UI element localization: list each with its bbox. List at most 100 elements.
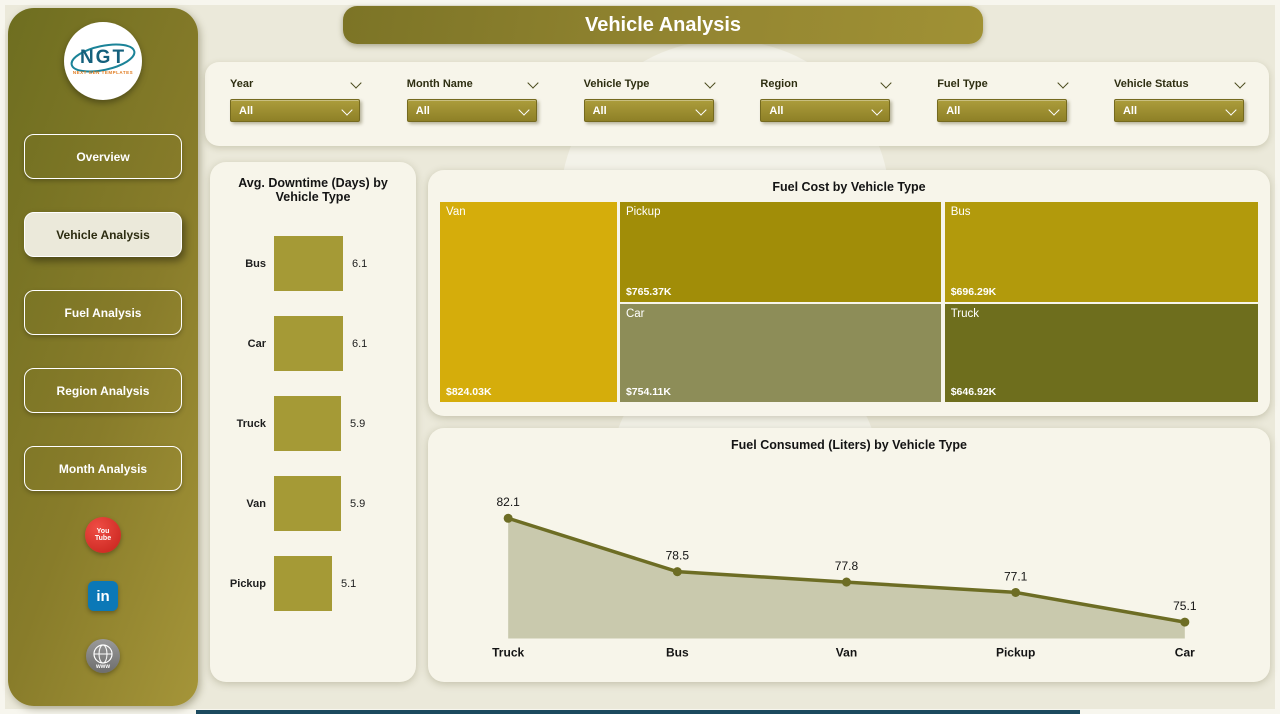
filter-region: Region All [760, 76, 893, 146]
bar-category-label: Pickup [229, 577, 266, 590]
x-axis-label: Van [836, 645, 857, 659]
page-title-banner: Vehicle Analysis [343, 6, 983, 44]
data-label: 77.8 [835, 559, 859, 573]
sidebar-item-fuel-analysis[interactable]: Fuel Analysis [24, 290, 182, 335]
chevron-down-icon [341, 103, 353, 116]
area-chart: 82.1 Truck 78.5 Bus 77.8 Van 77.1 Pickup 75.1 Car [438, 456, 1260, 663]
filter-year: Year All [230, 76, 362, 146]
linkedin-icon[interactable]: in [88, 581, 118, 611]
bar-category-label: Truck [236, 417, 266, 430]
bar-pickup[interactable] [274, 556, 332, 611]
bar-row: Car 6.1 [220, 316, 416, 371]
sidebar-nav: Overview Vehicle Analysis Fuel Analysis … [8, 134, 198, 491]
bar-value-label: 6.1 [352, 257, 368, 270]
filter-month-name-dropdown[interactable]: All [406, 99, 537, 122]
data-point-bus[interactable] [672, 567, 682, 577]
filter-vehicle-status-dropdown[interactable]: All [1113, 99, 1244, 122]
logo-swoosh-icon [70, 43, 136, 73]
chevron-down-icon[interactable] [880, 76, 893, 89]
svg-text:www: www [95, 664, 110, 670]
filter-fuel-type: Fuel Type All [937, 76, 1069, 146]
data-label: 82.1 [496, 495, 520, 509]
filter-region-dropdown[interactable]: All [760, 99, 891, 122]
filter-month-name: Month Name All [406, 76, 539, 146]
fuel-consumed-card: Fuel Consumed (Liters) by Vehicle Type 8… [428, 428, 1270, 682]
sidebar-item-vehicle-analysis[interactable]: Vehicle Analysis [24, 212, 182, 257]
chevron-down-icon[interactable] [350, 76, 362, 89]
chevron-down-icon[interactable] [1234, 76, 1246, 89]
bar-category-label: Van [246, 497, 266, 510]
data-label: 78.5 [666, 549, 690, 563]
treemap-label: Truck [950, 307, 980, 320]
logo-subtext: NEXT GEN TEMPLATES [72, 70, 134, 75]
treemap: Van $824.03K Pickup $765.37K Bus $696.29K Car $… [440, 202, 1258, 402]
sidebar-item-overview[interactable]: Overview [24, 134, 182, 179]
filter-vehicle-type-dropdown[interactable]: All [583, 99, 714, 122]
sidebar-item-month-analysis[interactable]: Month Analysis [24, 446, 182, 491]
filter-label: Vehicle Status [1113, 78, 1189, 90]
chevron-down-icon [1048, 103, 1060, 116]
bar-row: Truck 5.9 [220, 396, 416, 451]
youtube-label: You Tube [94, 528, 112, 542]
filter-label: Month Name [406, 78, 473, 90]
downtime-card: Avg. Downtime (Days) by Vehicle Type Bus… [210, 162, 416, 682]
treemap-cell-van[interactable]: Van $824.03K [440, 202, 617, 402]
area-chart-svg: 82.1 Truck 78.5 Bus 77.8 Van 77.1 Pickup 75.1 Car [492, 495, 1197, 659]
bar-bus[interactable] [274, 236, 343, 291]
treemap-value: $696.29K [950, 286, 997, 298]
filter-year-dropdown[interactable]: All [230, 99, 360, 122]
logo: NGT NEXT GEN TEMPLATES [64, 22, 142, 100]
chart-title: Avg. Downtime (Days) by Vehicle Type [238, 176, 388, 204]
chart-title: Fuel Consumed (Liters) by Vehicle Type [731, 438, 967, 452]
sidebar-item-region-analysis[interactable]: Region Analysis [24, 368, 182, 413]
chevron-down-icon [694, 103, 707, 116]
treemap-label: Van [446, 206, 466, 218]
data-point-pickup[interactable] [1011, 587, 1021, 597]
fuel-cost-card: Fuel Cost by Vehicle Type Van $824.03K Pic… [428, 170, 1270, 416]
chevron-down-icon [518, 103, 530, 116]
youtube-icon[interactable]: You Tube [85, 517, 121, 553]
area-fill [508, 518, 1185, 639]
data-point-car[interactable] [1180, 617, 1190, 627]
x-axis-label: Car [1175, 645, 1195, 659]
bar-value-label: 6.1 [352, 337, 368, 350]
chevron-down-icon[interactable] [527, 76, 539, 89]
bar-category-label: Bus [245, 257, 266, 270]
treemap-cell-car[interactable]: Car $754.11K [619, 303, 942, 402]
treemap-cell-bus[interactable]: Bus $696.29K [944, 202, 1258, 302]
chevron-down-icon [1225, 103, 1237, 116]
treemap-cell-truck[interactable]: Truck $646.92K [944, 303, 1258, 402]
filter-value: All [1122, 104, 1138, 117]
sidebar: NGT NEXT GEN TEMPLATES Overview Vehicle … [8, 8, 198, 706]
treemap-value: $765.37K [625, 286, 672, 298]
bar-value-label: 5.1 [341, 577, 357, 590]
filter-fuel-type-dropdown[interactable]: All [937, 99, 1068, 122]
data-label: 77.1 [1004, 569, 1028, 583]
data-point-van[interactable] [841, 577, 852, 587]
website-icon[interactable]: www [86, 639, 120, 673]
chevron-down-icon[interactable] [703, 76, 716, 89]
bar-row: Bus 6.1 [220, 236, 416, 291]
bar-car[interactable] [274, 316, 343, 371]
filter-value: All [239, 104, 254, 117]
treemap-label: Bus [950, 206, 971, 218]
treemap-value: $824.03K [446, 386, 492, 398]
filter-value: All [592, 104, 607, 117]
data-point-truck[interactable] [503, 513, 513, 523]
filter-label: Year [230, 78, 254, 90]
treemap-label: Car [625, 307, 645, 320]
chevron-down-icon [871, 103, 884, 116]
bar-value-label: 5.9 [350, 417, 366, 430]
bar-van[interactable] [274, 476, 341, 531]
filter-value: All [415, 104, 430, 117]
chevron-down-icon[interactable] [1057, 76, 1069, 89]
filter-value: All [769, 104, 784, 117]
bottom-accent-line [196, 710, 1080, 714]
treemap-value: $754.11K [625, 385, 671, 398]
page-title: Vehicle Analysis [584, 13, 741, 36]
x-axis-label: Bus [666, 645, 689, 659]
bar-truck[interactable] [274, 396, 341, 451]
filter-vehicle-status: Vehicle Status All [1113, 76, 1246, 146]
data-label: 75.1 [1173, 599, 1197, 613]
treemap-cell-pickup[interactable]: Pickup $765.37K [619, 202, 942, 302]
